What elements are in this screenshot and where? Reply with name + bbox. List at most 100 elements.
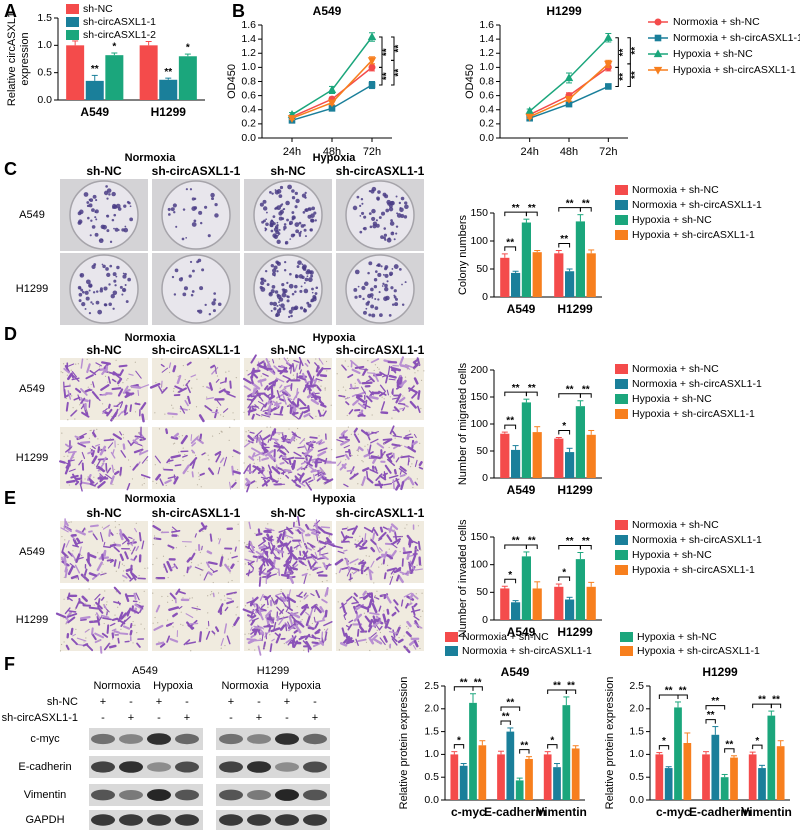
- colony: [297, 260, 302, 265]
- pore: [143, 477, 145, 479]
- colony: [191, 206, 197, 211]
- cell: [198, 414, 205, 423]
- colony: [95, 218, 98, 221]
- blot-strip: [216, 784, 330, 806]
- legend-label: Normoxia + sh-circASXL1-1: [632, 378, 762, 390]
- cell: [134, 436, 140, 441]
- pore: [220, 647, 222, 649]
- cell: [305, 611, 310, 617]
- cell: [251, 447, 261, 454]
- legend-marker: [653, 49, 663, 58]
- pore: [420, 549, 422, 551]
- cell: [369, 632, 377, 639]
- cell: [299, 482, 306, 487]
- pore: [420, 379, 423, 381]
- pore: [258, 628, 260, 630]
- cell: [135, 370, 142, 379]
- colony: [294, 305, 299, 310]
- marker: [367, 57, 377, 65]
- pore: [64, 539, 66, 541]
- pore: [237, 523, 239, 525]
- cell: [272, 358, 275, 364]
- cell: [288, 615, 294, 626]
- condition-label: Normoxia: [125, 152, 177, 164]
- significance-label: *: [508, 570, 512, 581]
- cell: [86, 363, 91, 374]
- cell: [250, 354, 257, 364]
- cell: [107, 403, 111, 409]
- cell: [264, 630, 270, 638]
- colony: [310, 299, 313, 303]
- pore: [416, 564, 418, 566]
- cell: [138, 450, 142, 456]
- pore: [340, 460, 342, 462]
- cell: [249, 431, 255, 434]
- cell: [245, 571, 253, 576]
- cell: [391, 638, 398, 646]
- cell: [303, 542, 309, 550]
- cell: [384, 618, 390, 629]
- colony: [295, 198, 300, 204]
- colony: [167, 207, 171, 211]
- cell: [229, 380, 232, 389]
- cell: [94, 593, 101, 601]
- cell: [406, 620, 412, 628]
- colony: [404, 281, 407, 284]
- pore: [85, 603, 87, 605]
- colony: [116, 265, 120, 270]
- pore: [257, 391, 259, 393]
- legend-swatch: [615, 520, 628, 530]
- colony: [170, 207, 175, 212]
- colony: [389, 271, 394, 276]
- pore: [300, 541, 302, 543]
- significance-bracket: [558, 576, 571, 582]
- cell: [182, 454, 188, 458]
- cell: [392, 435, 403, 438]
- pore: [227, 581, 229, 583]
- cell: [346, 469, 355, 472]
- legend-label: Hypoxia + sh-circASXL1-1: [632, 408, 755, 420]
- cell: [314, 622, 319, 629]
- blot-band: [175, 814, 199, 826]
- cell: [296, 376, 306, 381]
- cell: [370, 438, 379, 444]
- colony: [299, 289, 303, 293]
- colony: [283, 207, 286, 211]
- pore: [373, 369, 375, 372]
- pore: [367, 444, 369, 446]
- cell: [182, 464, 190, 475]
- cell: [111, 378, 117, 383]
- blot-band: [303, 789, 327, 801]
- pore: [70, 613, 72, 615]
- cell: [260, 404, 265, 412]
- pore: [300, 413, 302, 415]
- pore: [244, 563, 246, 565]
- cell: [320, 552, 329, 556]
- legend-label: Hypoxia + sh-NC: [632, 393, 712, 405]
- cell: [298, 526, 306, 533]
- cell: [343, 483, 349, 488]
- marker: [604, 60, 613, 69]
- colony: [299, 306, 304, 310]
- transwell-image: [149, 357, 240, 423]
- cell: [242, 608, 253, 614]
- condition-label: Hypoxia: [153, 680, 194, 692]
- pore: [307, 625, 309, 627]
- cell: [67, 450, 77, 454]
- cell: [276, 389, 281, 399]
- cell: [122, 574, 128, 579]
- transwell-image: [60, 518, 149, 583]
- colony: [284, 240, 289, 245]
- treatment-sign: +: [156, 696, 162, 708]
- cell: [412, 540, 418, 544]
- cell: [279, 624, 286, 631]
- cell: [320, 403, 327, 408]
- blot-strip: [89, 810, 203, 830]
- cell: [199, 472, 205, 476]
- cell: [370, 560, 375, 568]
- pore: [318, 536, 320, 538]
- pore: [155, 482, 158, 485]
- significance-label: **: [582, 384, 590, 395]
- cell: [191, 442, 197, 447]
- cell: [175, 588, 181, 596]
